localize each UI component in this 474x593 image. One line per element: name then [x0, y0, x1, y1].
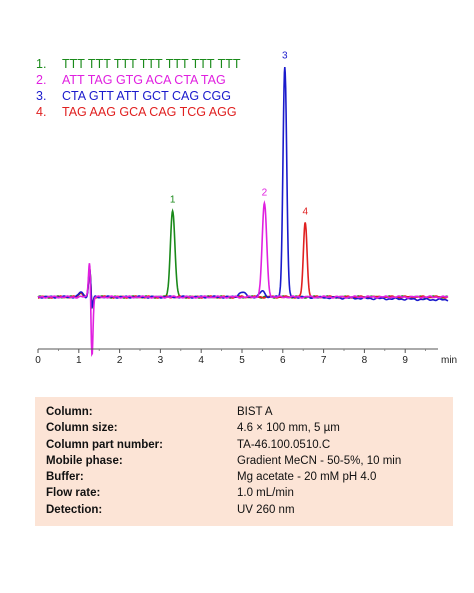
- legend: 1. TTT TTT TTT TTT TTT TTT TTT 2. ATT TAG G…: [36, 57, 241, 119]
- condition-row: Flow rate: 1.0 mL/min: [46, 487, 453, 503]
- conditions-panel: Column: BIST A Column size: 4.6 × 100 mm, …: [35, 397, 453, 526]
- condition-label: Buffer:: [46, 471, 84, 484]
- x-tick-label: 6: [280, 355, 286, 366]
- condition-row: Detection: UV 260 nm: [46, 504, 453, 520]
- condition-value: UV 260 nm: [237, 503, 295, 516]
- condition-value: 1.0 mL/min: [237, 487, 294, 500]
- x-tick-label: 7: [321, 355, 327, 366]
- condition-row: Column part number: TA-46.100.0510.C: [46, 439, 453, 455]
- condition-row: Buffer: Mg acetate - 20 mM pH 4.0: [46, 471, 453, 487]
- peak-label: 1: [170, 195, 176, 206]
- chromatogram-traces: [37, 67, 449, 358]
- legend-sequence: TAG AAG GCA CAG TCG AGG: [62, 105, 237, 119]
- x-axis-unit: min: [441, 355, 457, 366]
- condition-row: Column: BIST A: [46, 406, 453, 422]
- condition-row: Mobile phase: Gradient MeCN - 50-5%, 10 m…: [46, 455, 453, 471]
- x-tick-label: 9: [402, 355, 408, 366]
- x-tick-label: 8: [362, 355, 368, 366]
- legend-number: 2.: [36, 73, 46, 87]
- legend-sequence: ATT TAG GTG ACA CTA TAG: [62, 73, 226, 87]
- x-tick-label: 4: [198, 355, 204, 366]
- condition-value: BIST A: [237, 406, 273, 418]
- condition-value: 4.6 × 100 mm, 5 µm: [237, 422, 340, 435]
- peak-label: 3: [282, 51, 288, 62]
- x-tick-label: 1: [76, 355, 82, 366]
- peak-label: 4: [302, 207, 308, 218]
- condition-label: Detection:: [46, 503, 103, 516]
- legend-number: 1.: [36, 57, 46, 71]
- x-axis-ticks: 0 1 2 3 4 5 6 7 8 9: [35, 349, 427, 366]
- chromatogram-chart: 1. TTT TTT TTT TTT TTT TTT TTT 2. ATT TAG G…: [35, 51, 457, 366]
- condition-label: Column part number:: [46, 438, 163, 451]
- legend-number: 3.: [36, 89, 46, 103]
- x-tick-label: 0: [35, 355, 41, 366]
- x-tick-label: 5: [239, 355, 245, 366]
- trace-4: [38, 222, 449, 309]
- condition-label: Flow rate:: [46, 487, 101, 500]
- x-tick-label: 2: [117, 355, 123, 366]
- condition-label: Column size:: [46, 422, 118, 435]
- condition-label: Mobile phase:: [46, 454, 123, 467]
- peak-labels: 1 2 3 4: [170, 51, 309, 218]
- trace-2: [37, 200, 448, 358]
- legend-number: 4.: [36, 105, 46, 119]
- condition-value: Mg acetate - 20 mM pH 4.0: [237, 471, 377, 484]
- condition-value: TA-46.100.0510.C: [237, 438, 331, 451]
- peak-label: 2: [262, 187, 268, 198]
- condition-row: Column size: 4.6 × 100 mm, 5 µm: [46, 422, 453, 438]
- legend-sequence: CTA GTT ATT GCT CAG CGG: [62, 89, 231, 103]
- x-tick-label: 3: [158, 355, 164, 366]
- condition-value: Gradient MeCN - 50-5%, 10 min: [237, 454, 402, 467]
- legend-sequence: TTT TTT TTT TTT TTT TTT TTT: [62, 57, 241, 71]
- condition-label: Column:: [46, 406, 93, 418]
